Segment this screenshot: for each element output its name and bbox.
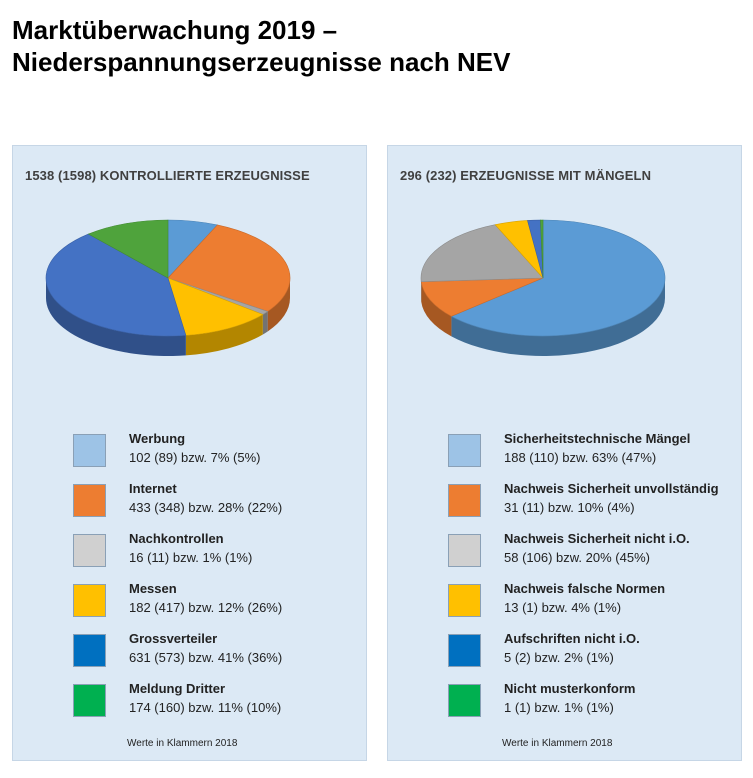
legend-value: 1 (1) bzw. 1% (1%) xyxy=(504,700,614,715)
legend-swatch xyxy=(73,484,106,517)
page-title: Marktüberwachung 2019 – Niederspannungse… xyxy=(12,14,510,78)
legend-label: Nachweis Sicherheit nicht i.O. xyxy=(504,531,690,546)
legend-swatch xyxy=(448,684,481,717)
legend-value: 631 (573) bzw. 41% (36%) xyxy=(129,650,283,665)
pie-chart-controlled xyxy=(45,219,291,356)
pie-chart-defective xyxy=(420,219,666,356)
legend-swatch xyxy=(73,684,106,717)
footnote: Werte in Klammern 2018 xyxy=(502,738,613,749)
legend-value: 188 (110) bzw. 63% (47%) xyxy=(504,450,657,465)
page-title-line2: Niederspannungserzeugnisse nach NEV xyxy=(12,47,511,77)
chart-title: 1538 (1598) KONTROLLIERTE ERZEUGNISSE xyxy=(25,168,310,183)
pie-slice-side xyxy=(421,281,452,337)
legend-label: Grossverteiler xyxy=(129,631,218,646)
legend-label: Aufschriften nicht i.O. xyxy=(504,631,640,646)
legend-label: Nicht musterkonform xyxy=(504,681,636,696)
pie-slice-messen xyxy=(167,277,264,336)
pie-slice-nicht-musterkonform xyxy=(540,219,544,279)
legend-item: Werbung 102 (89) bzw. 7% (5%) xyxy=(73,431,363,481)
legend-item: Messen 182 (417) bzw. 12% (26%) xyxy=(73,581,363,631)
legend-label: Internet xyxy=(129,481,177,496)
footnote: Werte in Klammern 2018 xyxy=(127,738,238,749)
pie-slice-side xyxy=(46,278,186,356)
pie-slice-internet xyxy=(167,224,291,312)
pie-slice-side xyxy=(267,278,290,332)
legend-swatch xyxy=(73,584,106,617)
pie-slice-side xyxy=(262,311,268,335)
legend-swatch xyxy=(448,634,481,667)
panel-controlled-products: 1538 (1598) KONTROLLIERTE ERZEUGNISSE We… xyxy=(12,145,367,761)
legend-value: 13 (1) bzw. 4% (1%) xyxy=(504,600,622,615)
pie-slice-grossverteiler xyxy=(45,233,187,337)
legend: Werbung 102 (89) bzw. 7% (5%) Internet 433 … xyxy=(73,431,363,731)
legend-swatch xyxy=(448,584,481,617)
legend-swatch xyxy=(448,534,481,567)
legend-item: Nicht musterkonform 1 (1) bzw. 1% (1%) xyxy=(448,681,738,731)
legend-swatch xyxy=(448,484,481,517)
legend-value: 174 (160) bzw. 11% (10%) xyxy=(129,700,282,715)
legend-value: 5 (2) bzw. 2% (1%) xyxy=(504,650,614,665)
pie-slice-meldung-dritter xyxy=(87,219,169,279)
legend-value: 58 (106) bzw. 20% (45%) xyxy=(504,550,650,565)
pie-slice-nachweis-sicherheit-nicht-i-o- xyxy=(420,224,544,282)
panel-defective-products: 296 (232) ERZEUGNISSE MIT MÄNGELN Sicher… xyxy=(387,145,742,761)
page-title-line1: Marktüberwachung 2019 – xyxy=(12,15,338,45)
legend-value: 16 (11) bzw. 1% (1%) xyxy=(129,550,253,565)
legend-item: Aufschriften nicht i.O. 5 (2) bzw. 2% (1%… xyxy=(448,631,738,681)
legend-item: Meldung Dritter 174 (160) bzw. 11% (10%) xyxy=(73,681,363,731)
pie-slice-sicherheitstechnische-mängel xyxy=(450,219,666,337)
legend-item: Sicherheitstechnische Mängel 188 (110) bz… xyxy=(448,431,738,481)
legend-item: Grossverteiler 631 (573) bzw. 41% (36%) xyxy=(73,631,363,681)
legend-value: 433 (348) bzw. 28% (22%) xyxy=(129,500,283,515)
chart-title: 296 (232) ERZEUGNISSE MIT MÄNGELN xyxy=(400,168,652,183)
legend-item: Nachweis falsche Normen 13 (1) bzw. 4% (1… xyxy=(448,581,738,631)
pie-slice-side xyxy=(185,314,263,356)
legend-swatch xyxy=(73,534,106,567)
pie-slice-side xyxy=(451,278,665,356)
legend-label: Messen xyxy=(129,581,177,596)
legend-swatch xyxy=(448,434,481,467)
legend-label: Sicherheitstechnische Mängel xyxy=(504,431,691,446)
legend-value: 102 (89) bzw. 7% (5%) xyxy=(129,450,261,465)
legend-label: Nachweis falsche Normen xyxy=(504,581,666,596)
legend-item: Nachkontrollen 16 (11) bzw. 1% (1%) xyxy=(73,531,363,581)
legend-label: Nachkontrollen xyxy=(129,531,224,546)
legend-item: Nachweis Sicherheit unvollständig 31 (11)… xyxy=(448,481,738,531)
legend-item: Internet 433 (348) bzw. 28% (22%) xyxy=(73,481,363,531)
legend-label: Nachweis Sicherheit unvollständig xyxy=(504,481,719,496)
legend-swatch xyxy=(73,634,106,667)
legend-label: Meldung Dritter xyxy=(129,681,226,696)
legend-value: 182 (417) bzw. 12% (26%) xyxy=(129,600,283,615)
legend-label: Werbung xyxy=(129,431,186,446)
pie-slice-nachweis-sicherheit-unvollständig xyxy=(420,277,544,317)
legend-item: Nachweis Sicherheit nicht i.O. 58 (106) b… xyxy=(448,531,738,581)
legend-swatch xyxy=(73,434,106,467)
legend: Sicherheitstechnische Mängel 188 (110) bz… xyxy=(448,431,738,731)
legend-value: 31 (11) bzw. 10% (4%) xyxy=(504,500,635,515)
